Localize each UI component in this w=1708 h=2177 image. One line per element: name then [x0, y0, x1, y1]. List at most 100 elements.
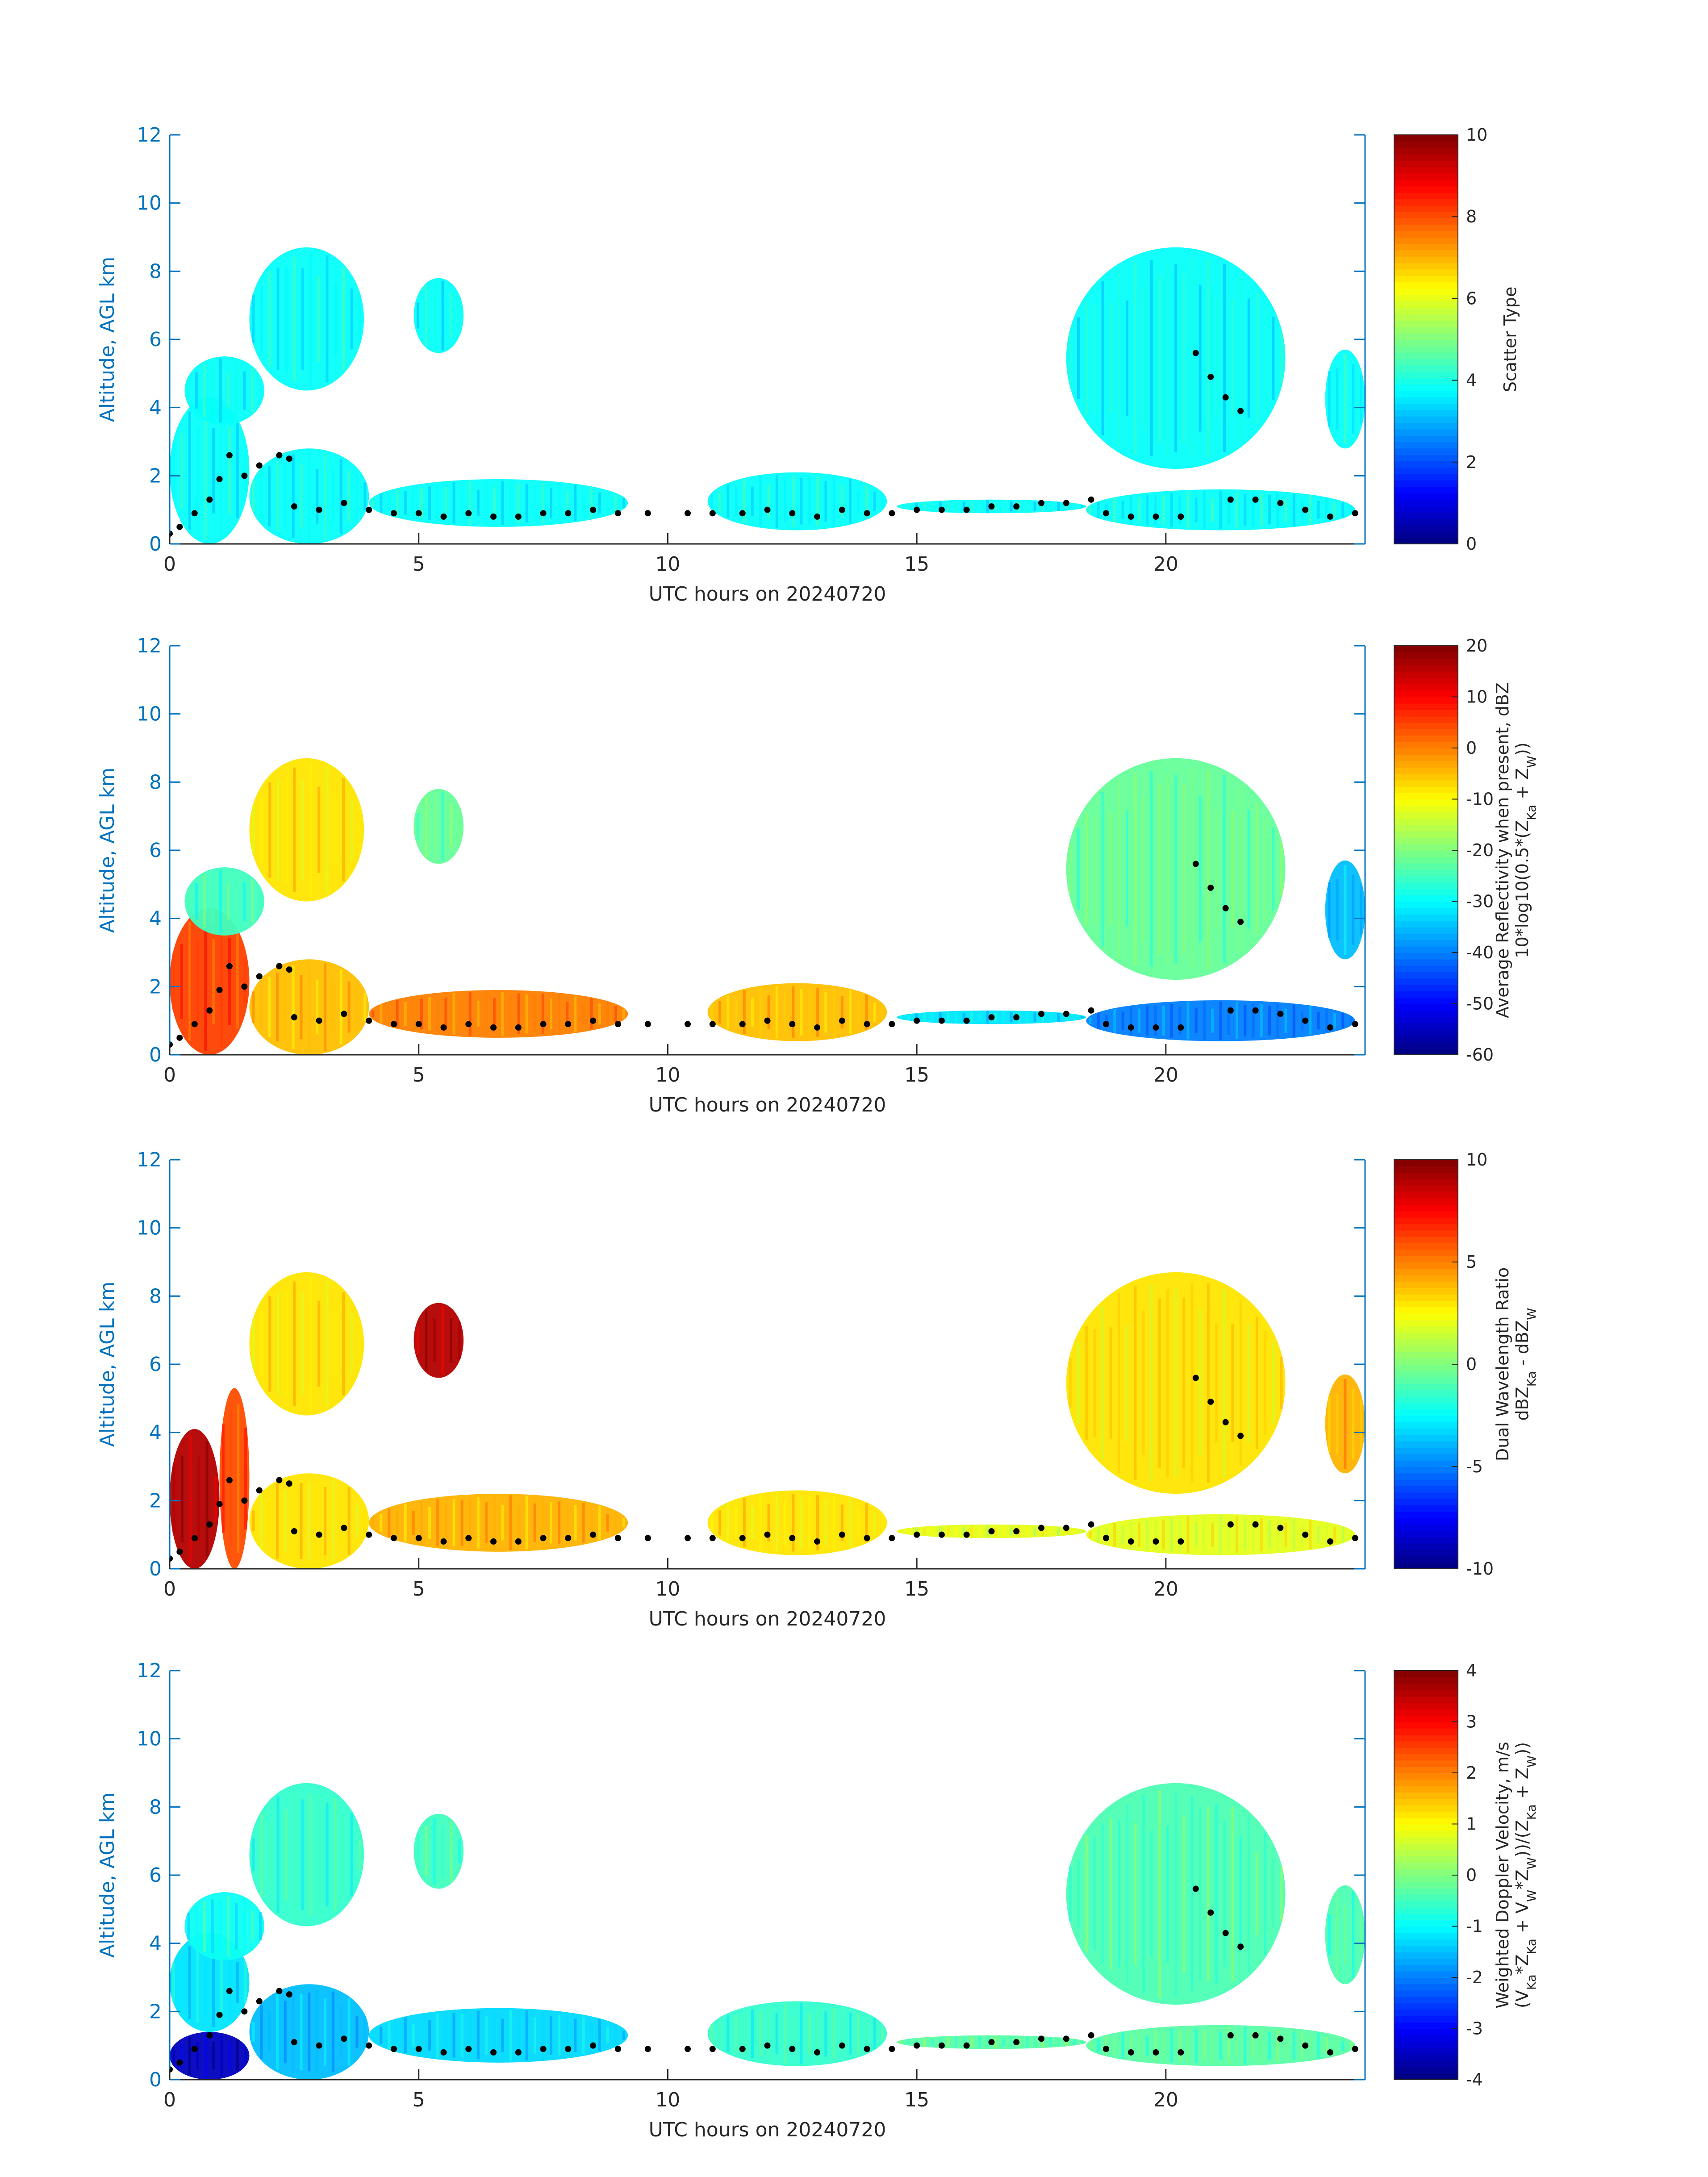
- cloud-streak: [1203, 1515, 1206, 1554]
- cloud-streak: [292, 965, 295, 1049]
- cloud-base-point: [1237, 1433, 1244, 1439]
- colorbar-segment: [1394, 1824, 1458, 1831]
- cloud-streak: [598, 493, 601, 514]
- cloud-streak: [404, 2017, 407, 2053]
- cloud-base-point: [1252, 496, 1259, 503]
- cloud-streak: [939, 501, 942, 512]
- cloud-streak: [227, 882, 230, 920]
- cloud-streak: [220, 2034, 223, 2077]
- cloud-streak: [558, 2015, 561, 2056]
- cloud-streak: [412, 998, 415, 1030]
- cloud-streak: [1247, 809, 1250, 929]
- cloud-streak: [759, 2011, 762, 2056]
- cloud-streak: [1247, 298, 1250, 418]
- cloud-streak: [735, 997, 738, 1027]
- colorbar-segment: [1394, 1907, 1458, 1914]
- colorbar-segment: [1394, 186, 1458, 193]
- cloud-streak: [450, 1821, 453, 1882]
- cloud-streak: [268, 1499, 271, 1543]
- cloud-streak: [212, 428, 215, 514]
- cloud-streak: [1129, 496, 1132, 524]
- cloud-streak: [915, 2039, 918, 2045]
- y-axis-label: Altitude, AGL km: [96, 768, 119, 933]
- cloud-streak: [1203, 490, 1206, 529]
- x-axis-label: UTC hours on 20240720: [649, 1094, 886, 1116]
- cloud-region: [707, 2001, 887, 2066]
- cloud-base-point: [490, 1024, 497, 1031]
- cloud-streak: [195, 372, 198, 409]
- cloud-streak: [767, 484, 770, 518]
- cloud-streak: [260, 286, 263, 352]
- cloud-streak: [1284, 1522, 1287, 1547]
- cloud-streak: [444, 487, 447, 519]
- cloud-base-point: [565, 2046, 572, 2052]
- cloud-streak: [727, 2015, 730, 2052]
- cloud-base-point: [465, 510, 472, 517]
- cloud-streak: [276, 1292, 280, 1395]
- y-tick-label: 0: [149, 2068, 162, 2091]
- cloud-base-point: [206, 1521, 213, 1528]
- cloud-streak: [293, 256, 296, 381]
- cloud-streak: [1276, 2029, 1279, 2062]
- cloud-base-point: [1252, 2032, 1259, 2039]
- colorbar-tick-label: 0: [1466, 1354, 1477, 1374]
- cloud-streak: [1033, 501, 1036, 511]
- cloud-streak: [252, 1319, 255, 1369]
- cloud-base-point: [1227, 496, 1234, 503]
- cloud-streak: [244, 2047, 247, 2064]
- cloud-streak: [436, 1499, 439, 1546]
- cloud-streak: [284, 1290, 288, 1398]
- cloud-streak: [1292, 1004, 1295, 1037]
- cloud-streak: [334, 282, 337, 355]
- cloud-streak: [1089, 1017, 1092, 1024]
- cloud-streak: [450, 1318, 453, 1363]
- cloud-base-point: [685, 510, 691, 517]
- colorbar-segment: [1394, 403, 1458, 410]
- cloud-streak: [425, 284, 428, 347]
- cloud-streak: [1317, 501, 1320, 519]
- colorbar-segment: [1394, 760, 1458, 768]
- colorbar-segment: [1394, 1217, 1458, 1224]
- cloud-base-point: [1128, 1024, 1134, 1031]
- colorbar-segment: [1394, 1728, 1458, 1735]
- cloud-streak: [1341, 1013, 1345, 1028]
- cloud-streak: [775, 1493, 778, 1552]
- cloud-streak: [1121, 1525, 1124, 1544]
- y-axis-label: Altitude, AGL km: [96, 1282, 119, 1447]
- colorbar-segment: [1394, 1338, 1458, 1346]
- cloud-base-point: [1038, 1525, 1044, 1531]
- cloud-base-point: [1153, 2049, 1159, 2056]
- cloud-base-point: [1088, 2032, 1094, 2039]
- cloud-streak: [931, 1013, 934, 1022]
- cloud-streak: [324, 963, 327, 1051]
- cloud-streak: [751, 486, 754, 516]
- colorbar-segment: [1394, 1409, 1458, 1416]
- cloud-base-point: [814, 1538, 821, 1545]
- cloud-base-point: [465, 1021, 472, 1028]
- colorbar-segment: [1394, 997, 1458, 1004]
- cloud-base-point: [366, 1531, 372, 1538]
- colorbar-segment: [1394, 1003, 1458, 1011]
- colorbar-segment: [1394, 384, 1458, 391]
- colorbar-segment: [1394, 320, 1458, 327]
- cloud-streak: [203, 874, 206, 929]
- cloud-base-point: [1102, 510, 1109, 517]
- x-tick-label: 10: [655, 553, 680, 576]
- cloud-streak: [1033, 1012, 1036, 1022]
- cloud-streak: [1236, 1002, 1239, 1039]
- cloud-streak: [252, 294, 255, 344]
- colorbar-tick-label: -1: [1466, 1917, 1483, 1936]
- cloud-streak: [326, 766, 329, 894]
- colorbar-segment: [1394, 786, 1458, 794]
- y-tick-label: 6: [149, 328, 162, 351]
- cloud-streak: [259, 379, 262, 402]
- colorbar-segment: [1394, 1364, 1458, 1371]
- cloud-streak: [412, 2024, 415, 2047]
- cloud-streak: [1113, 2036, 1116, 2055]
- cloud-streak: [978, 1527, 981, 1535]
- cloud-streak: [1352, 875, 1355, 945]
- colorbar-segment: [1394, 824, 1458, 832]
- cloud-streak: [1129, 1521, 1132, 1549]
- cloud-base-point: [191, 1021, 198, 1028]
- colorbar-segment: [1394, 135, 1458, 142]
